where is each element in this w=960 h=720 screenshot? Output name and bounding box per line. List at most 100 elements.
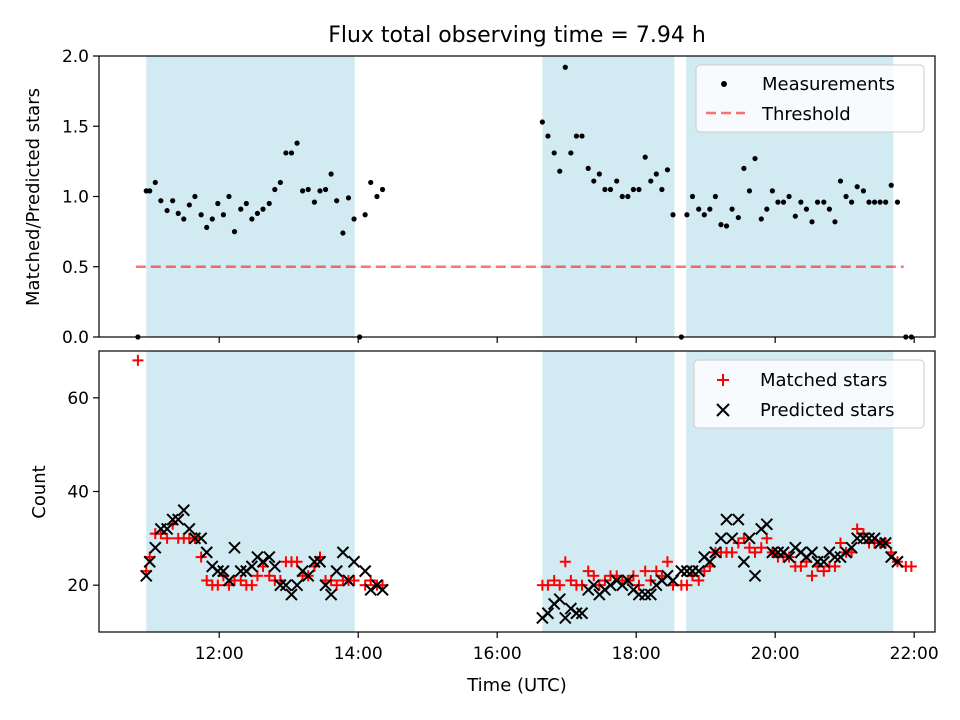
y-axis-ticks-bottom: 20 40 60	[67, 389, 99, 596]
predicted-star-point	[885, 550, 898, 564]
measurement-point	[557, 168, 563, 174]
predicted-star-point	[553, 593, 566, 606]
matched-star-point	[201, 574, 213, 586]
measurement-point	[712, 193, 719, 200]
measurement-point	[837, 178, 844, 184]
measurement-point	[814, 199, 821, 205]
predicted-star-point	[376, 583, 389, 597]
predicted-star-point	[143, 555, 156, 568]
legend-dot-measurements	[721, 81, 727, 87]
matched-star-point	[235, 574, 247, 586]
measurement-point	[849, 199, 855, 205]
measurement-point	[277, 179, 283, 186]
predicted-star-point	[308, 555, 321, 568]
predicted-star-point	[709, 546, 722, 559]
measurement-point	[158, 198, 164, 204]
x-axis-ticks-top	[218, 337, 915, 343]
y-tick-label: 20	[67, 576, 89, 596]
predicted-star-point	[675, 564, 688, 578]
measurement-point	[186, 202, 192, 208]
measurement-point	[368, 179, 374, 186]
matched-star-point	[818, 565, 830, 577]
matched-star-point	[554, 579, 566, 591]
measurement-point	[752, 155, 758, 162]
measurement-point	[877, 199, 883, 205]
predicted-star-point	[748, 569, 762, 583]
predicted-star-point	[714, 532, 728, 545]
predicted-star-point	[342, 574, 355, 587]
measurement-points	[135, 64, 914, 340]
predicted-star-point	[149, 541, 162, 554]
matched-star-point	[161, 532, 173, 544]
predicted-star-point	[725, 532, 739, 545]
y-tick-label: 40	[67, 483, 89, 503]
predicted-star-point	[873, 536, 887, 550]
predicted-star-point	[324, 588, 338, 601]
measurement-point	[729, 206, 735, 212]
predicted-star-point	[279, 578, 293, 592]
predicted-star-point	[263, 550, 276, 564]
measurement-point	[322, 186, 329, 193]
predicted-star-point	[256, 555, 270, 568]
predicted-star-point	[140, 569, 153, 583]
measurement-point	[860, 188, 867, 194]
measurement-point	[798, 199, 804, 205]
measurement-point	[294, 140, 300, 146]
measurement-point	[707, 206, 713, 212]
predicted-star-point	[364, 583, 377, 597]
shaded-interval-1	[542, 56, 675, 337]
matched-star-point	[291, 556, 303, 568]
predicted-star-point	[621, 574, 635, 587]
predicted-star-point	[559, 611, 572, 625]
predicted-star-point	[268, 560, 282, 573]
predicted-star-point	[845, 541, 858, 554]
legend-bottom: Matched stars Predicted stars	[693, 359, 925, 429]
legend-label-predicted: Predicted stars	[760, 400, 894, 421]
predicted-star-point	[172, 513, 185, 526]
predicted-star-point	[587, 578, 600, 592]
predicted-star-point	[805, 546, 819, 559]
predicted-star-point	[737, 555, 751, 568]
ratio-panel: 0.00.51.01.52.0 Matched/Predicted stars …	[23, 47, 936, 348]
y-axis-ticks-top: 0.0 0.5 1.0 1.5 2.0	[62, 47, 99, 348]
predicted-star-point	[817, 555, 831, 568]
measurement-point	[551, 150, 557, 156]
measurement-point	[689, 193, 696, 200]
y-tick-label: 1.0	[62, 188, 89, 208]
predicted-star-point	[336, 546, 350, 559]
predicted-star-point	[891, 555, 904, 568]
measurement-point	[792, 213, 798, 219]
measurement-point	[843, 193, 849, 200]
predicted-star-point	[319, 578, 332, 592]
measurement-point	[192, 193, 198, 200]
predicted-star-point	[862, 532, 876, 545]
predicted-star-point	[766, 546, 779, 559]
measurement-point	[764, 206, 770, 212]
predicted-star-point	[782, 550, 796, 564]
measurement-point	[562, 64, 568, 70]
measurement-point	[147, 188, 153, 194]
measurement-point	[758, 216, 764, 222]
measurement-point	[596, 171, 602, 177]
measurement-point	[821, 199, 827, 205]
matched-star-point	[263, 570, 275, 582]
matched-star-point	[559, 556, 571, 568]
measurement-point	[826, 206, 832, 212]
measurement-point	[198, 212, 204, 218]
measurement-point	[866, 199, 872, 205]
measurement-point	[243, 200, 249, 207]
predicted-star-point	[732, 513, 745, 526]
legend-marker-matched	[717, 374, 729, 386]
measurement-point	[769, 188, 775, 194]
predicted-star-point	[274, 578, 287, 592]
measurement-point	[888, 182, 894, 188]
measurement-point	[266, 200, 272, 207]
legend-label-threshold: Threshold	[761, 104, 851, 125]
predicted-star-point	[194, 532, 208, 545]
measurement-point	[871, 199, 878, 205]
measurement-point	[664, 167, 671, 173]
legend-top: Measurements Threshold	[695, 64, 925, 133]
matched-star-point	[132, 354, 144, 366]
measurement-point	[215, 200, 221, 207]
